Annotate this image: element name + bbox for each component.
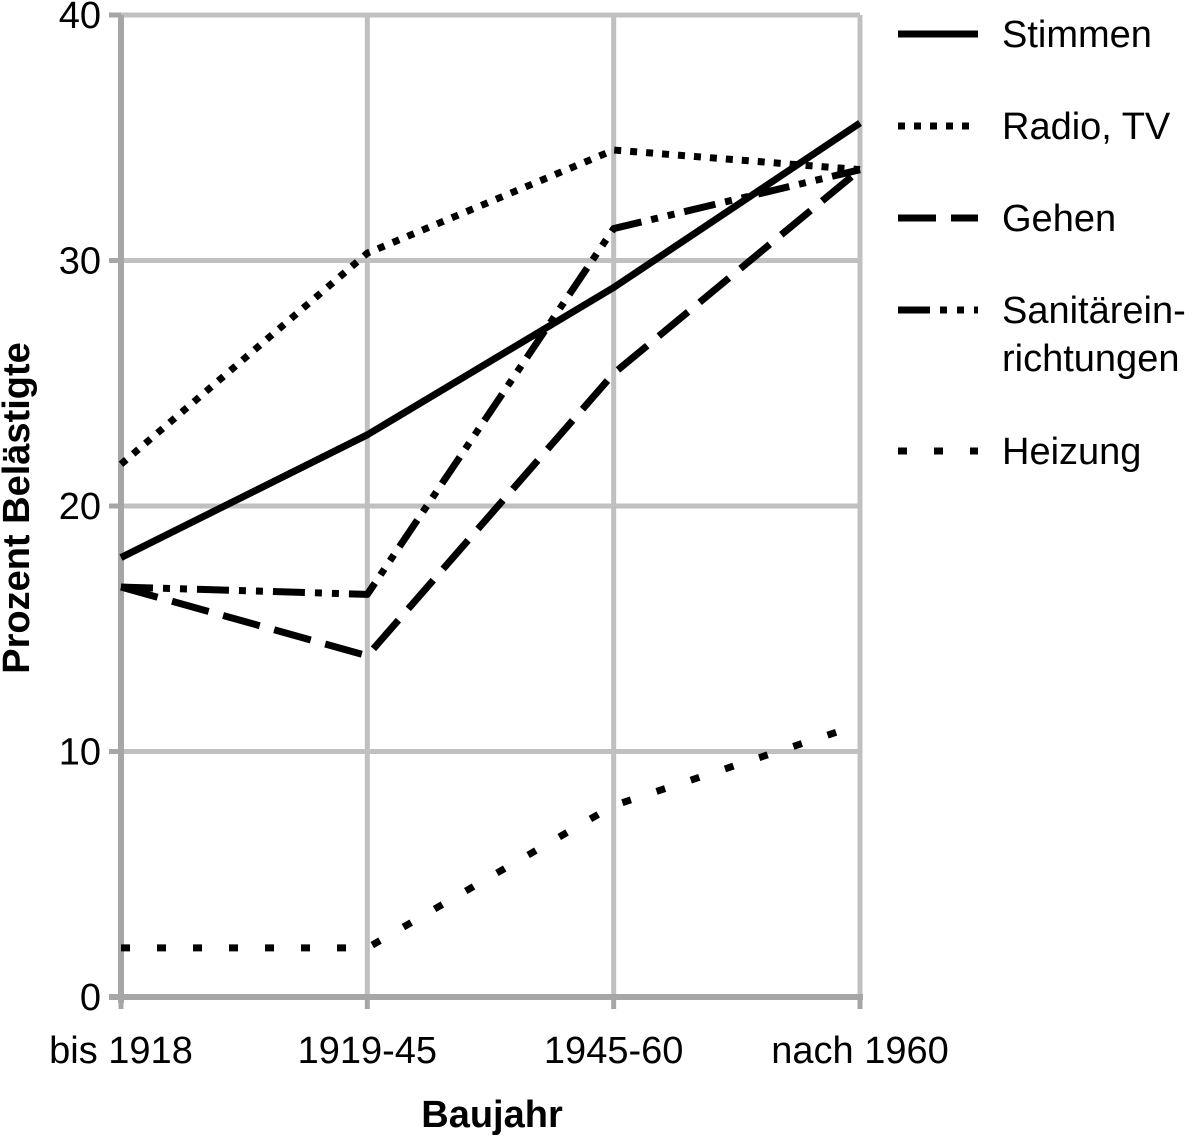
legend-label-4: Sanitärein-richtungen [1002,290,1186,380]
legend: Stimmen Radio, TV Gehen Sanitärein-richtung… [898,14,1186,473]
y-tick-label: 0 [80,977,101,1019]
x-tick-label: nach 1960 [771,1030,949,1072]
x-tick-label: 1919-45 [298,1030,437,1072]
y-axis-title: Prozent Belästigte [0,342,38,674]
legend-label-2: Radio, TV [1002,106,1171,148]
series-line-1 [119,120,862,561]
series-lines [118,120,863,952]
y-tick-label: 20 [59,486,101,528]
series-line-2 [118,146,861,467]
y-tick-label: 30 [59,241,101,283]
series-line-3 [120,166,863,660]
y-tick-label: 10 [59,732,101,774]
grid [121,12,863,997]
legend-label-3: Gehen [1002,198,1116,240]
legend-label-5: Heizung [1002,431,1141,473]
axes [109,12,863,1009]
series-line-4 [120,166,861,598]
x-tick-label: 1945-60 [544,1030,683,1072]
tick-labels: 0 10 20 30 40 bis 1918 1919-45 1945-60 nach 1960 [49,0,949,1072]
x-tick-label: bis 1918 [49,1030,193,1072]
y-tick-label: 40 [59,0,101,37]
legend-label-1: Stimmen [1002,14,1152,56]
x-axis-title: Baujahr [421,1094,563,1136]
series-line-5 [121,721,862,952]
